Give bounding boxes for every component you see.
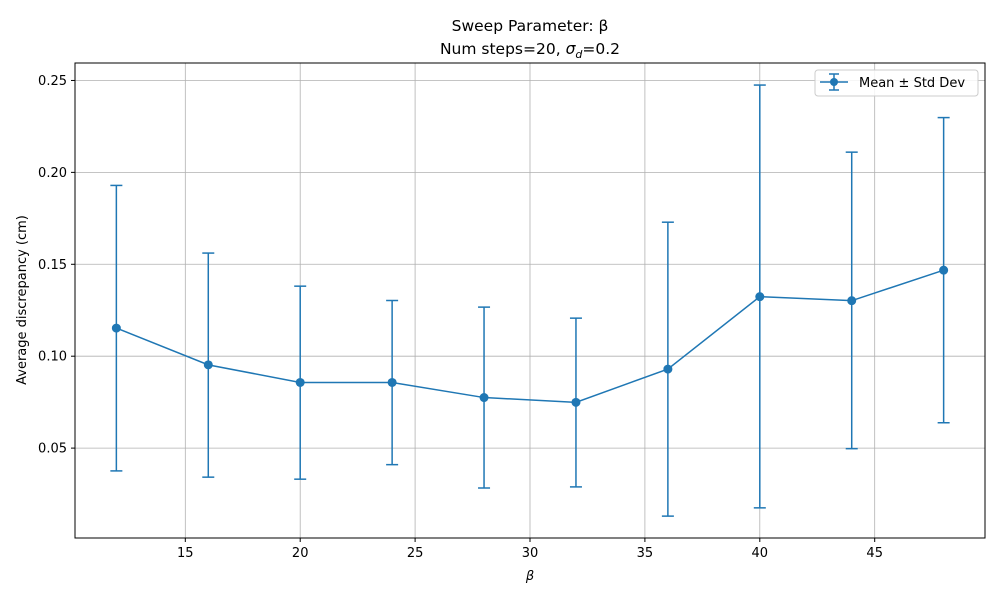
- y-tick-label: 0.05: [38, 442, 67, 457]
- data-points: [111, 265, 949, 407]
- data-point: [755, 292, 765, 302]
- data-point: [663, 364, 673, 374]
- y-axis-label: Average discrepancy (cm): [15, 215, 30, 385]
- series-line-group: [116, 269, 944, 404]
- data-point: [387, 377, 397, 387]
- x-tick-label: 15: [177, 546, 194, 561]
- y-tick-label: 0.20: [38, 166, 67, 181]
- x-tick-label: 40: [752, 546, 769, 561]
- x-tick-label: 25: [407, 546, 424, 561]
- subtitle-prefix: Num steps=20,: [440, 40, 566, 58]
- data-point: [479, 393, 489, 403]
- legend-box: [814, 69, 979, 97]
- legend-label: Mean ± Std Dev: [859, 76, 965, 91]
- x-tick-label: 20: [292, 546, 309, 561]
- data-point: [847, 296, 857, 306]
- subtitle-subscript: d: [575, 48, 583, 61]
- data-point: [111, 323, 121, 333]
- series-line: [116, 269, 944, 404]
- x-tick-label: 45: [866, 546, 883, 561]
- x-tick-label: 30: [522, 546, 539, 561]
- subtitle-suffix: =0.2: [582, 40, 620, 58]
- legend: Mean ± Std Dev: [814, 69, 979, 97]
- data-point: [571, 397, 581, 407]
- x-axis-label: β: [525, 569, 534, 584]
- data-point: [939, 265, 949, 275]
- y-tick-label: 0.10: [38, 350, 67, 365]
- chart-subtitle: Num steps=20, σd=0.2: [440, 40, 620, 61]
- subtitle-sigma: σ: [566, 40, 577, 58]
- x-axis-ticks: 15 20 25 30 35 40 45: [177, 538, 883, 561]
- y-axis-ticks: 0.05 0.10 0.15 0.20 0.25: [38, 74, 75, 457]
- chart-title: Sweep Parameter: β: [452, 17, 609, 35]
- x-tick-label: 35: [637, 546, 654, 561]
- legend-marker: [830, 78, 838, 86]
- data-point: [203, 360, 213, 370]
- y-tick-label: 0.15: [38, 258, 67, 273]
- data-point: [295, 377, 305, 387]
- y-tick-label: 0.25: [38, 74, 67, 89]
